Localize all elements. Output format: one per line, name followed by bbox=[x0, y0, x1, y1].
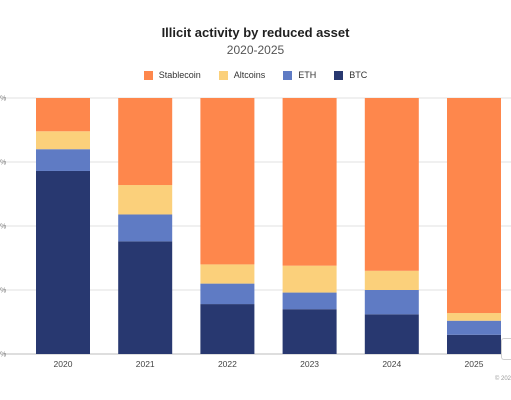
legend-item-stablecoin[interactable]: Stablecoin bbox=[143, 70, 201, 80]
y-tick-label: % bbox=[0, 224, 6, 231]
legend-swatch-eth bbox=[283, 70, 293, 80]
y-tick-label: % bbox=[0, 352, 6, 359]
bar-segment-stablecoin-2022[interactable] bbox=[200, 98, 255, 265]
bar-segment-stablecoin-2024[interactable] bbox=[364, 98, 419, 271]
bar-segment-stablecoin-2023[interactable] bbox=[282, 98, 337, 266]
legend-swatch-altcoins bbox=[218, 70, 228, 80]
bar-segment-altcoins-2022[interactable] bbox=[200, 264, 255, 284]
y-tick-label: % bbox=[0, 96, 6, 103]
x-tick-label: 2021 bbox=[136, 359, 155, 369]
legend-label-stablecoin: Stablecoin bbox=[158, 70, 201, 80]
bar-segment-btc-2023[interactable] bbox=[282, 309, 337, 354]
bar-segment-stablecoin-2021[interactable] bbox=[118, 98, 173, 186]
bar-segment-eth-2021[interactable] bbox=[118, 214, 173, 242]
bar-segment-eth-2020[interactable] bbox=[36, 149, 90, 171]
y-tick-labels: %%%%% bbox=[0, 96, 6, 359]
bar-segment-btc-2024[interactable] bbox=[364, 314, 419, 354]
chart-legend: Stablecoin Altcoins ETH BTC bbox=[0, 70, 511, 80]
x-tick-label: 2024 bbox=[382, 359, 401, 369]
y-tick-label: % bbox=[0, 288, 6, 295]
scroll-tab[interactable] bbox=[501, 338, 511, 360]
bar-segment-altcoins-2021[interactable] bbox=[118, 185, 173, 215]
bar-segment-eth-2022[interactable] bbox=[200, 283, 255, 305]
chart-title: Illicit activity by reduced asset bbox=[161, 25, 350, 40]
x-tick-label: 2022 bbox=[218, 359, 237, 369]
x-tick-label: 2023 bbox=[300, 359, 319, 369]
chart-subtitle: 2020-2025 bbox=[226, 43, 285, 57]
bar-segment-eth-2024[interactable] bbox=[364, 290, 419, 315]
legend-swatch-stablecoin bbox=[143, 70, 153, 80]
bar-segment-altcoins-2024[interactable] bbox=[364, 270, 419, 290]
bar-segment-btc-2022[interactable] bbox=[200, 304, 255, 354]
bar-segment-altcoins-2025[interactable] bbox=[447, 313, 501, 321]
bar-segment-eth-2023[interactable] bbox=[282, 292, 337, 310]
bar-segment-stablecoin-2020[interactable] bbox=[36, 98, 90, 132]
legend-label-btc: BTC bbox=[349, 70, 368, 80]
x-tick-label: 2020 bbox=[54, 359, 73, 369]
bars bbox=[36, 98, 501, 354]
legend-label-eth: ETH bbox=[298, 70, 317, 80]
bar-segment-eth-2025[interactable] bbox=[447, 320, 501, 335]
legend-item-altcoins[interactable]: Altcoins bbox=[218, 70, 266, 80]
legend-item-eth[interactable]: ETH bbox=[283, 70, 316, 80]
bar-segment-stablecoin-2025[interactable] bbox=[447, 98, 501, 314]
bar-segment-altcoins-2020[interactable] bbox=[36, 131, 90, 150]
copyright-text: © 202 bbox=[494, 376, 511, 382]
x-tick-labels: 2020 2021 2022 2023 2024 2025 bbox=[54, 359, 484, 369]
bar-segment-btc-2025[interactable] bbox=[447, 334, 501, 354]
bar-segment-btc-2020[interactable] bbox=[36, 170, 90, 354]
bar-segment-altcoins-2023[interactable] bbox=[282, 265, 337, 293]
legend-swatch-btc bbox=[334, 70, 344, 80]
y-tick-label: % bbox=[0, 160, 6, 167]
legend-label-altcoins: Altcoins bbox=[233, 70, 266, 80]
x-tick-label: 2025 bbox=[465, 359, 484, 369]
legend-item-btc[interactable]: BTC bbox=[334, 70, 367, 80]
bar-segment-btc-2021[interactable] bbox=[118, 241, 173, 354]
